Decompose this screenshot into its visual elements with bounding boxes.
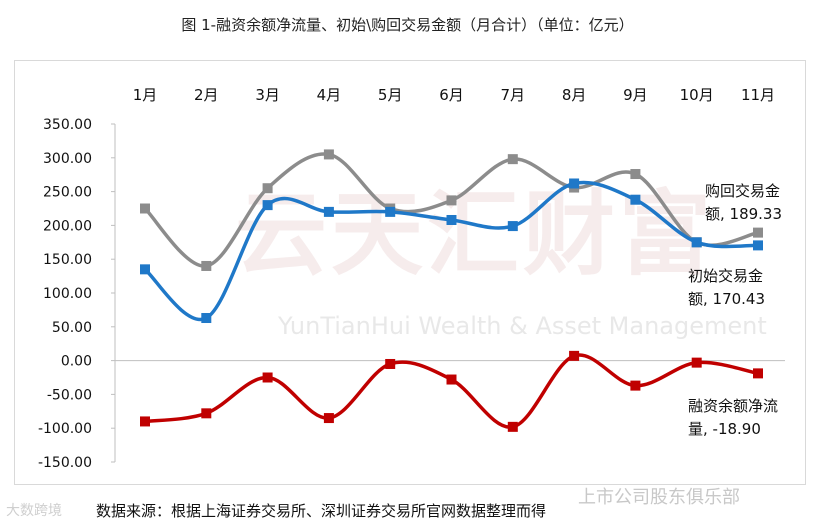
data-point-marker <box>262 200 273 211</box>
data-point-marker <box>446 195 457 206</box>
y-tick-label: -50.00 <box>47 387 92 403</box>
data-point-marker <box>691 357 702 368</box>
source-note: 数据来源：根据上海证券交易所、深圳证券交易所官网数据整理而得 <box>96 502 547 520</box>
y-tick-label: 150.00 <box>43 252 92 268</box>
y-tick-label: 250.00 <box>43 185 92 201</box>
data-point-marker <box>507 221 518 232</box>
y-tick-label: 350.00 <box>43 117 92 133</box>
watermark-bottom-left: 大数跨境 <box>6 503 62 519</box>
x-tick-label: 6月 <box>439 86 464 104</box>
chart-frame <box>14 60 806 485</box>
data-point-marker <box>201 408 212 419</box>
y-tick-label: -150.00 <box>38 455 92 471</box>
y-tick-label: 100.00 <box>43 286 92 302</box>
data-point-marker <box>446 374 457 385</box>
data-point-marker <box>140 203 150 214</box>
y-tick-label: 300.00 <box>43 151 92 167</box>
data-point-marker <box>507 421 518 432</box>
annotation-netflow: 融资余额净流 量, -18.90 <box>688 395 778 441</box>
data-point-marker <box>323 206 334 217</box>
annotation-buyback-line2: 额, 189.33 <box>705 205 783 223</box>
annotation-initial: 初始交易金 额, 170.43 <box>688 265 765 311</box>
x-tick-label: 3月 <box>255 86 280 104</box>
x-tick-label: 10月 <box>680 86 714 104</box>
data-point-marker <box>691 237 702 248</box>
data-point-marker <box>630 380 641 391</box>
watermark-bottom-right: 上市公司股东俱乐部 <box>578 487 740 508</box>
x-tick-label: 7月 <box>501 86 526 104</box>
data-point-marker <box>753 227 763 238</box>
data-point-marker <box>569 350 580 361</box>
data-point-marker <box>753 368 763 379</box>
y-tick-label: -100.00 <box>38 421 92 437</box>
annotation-initial-line2: 额, 170.43 <box>688 290 766 308</box>
data-point-marker <box>140 416 150 427</box>
annotation-initial-line1: 初始交易金 <box>688 267 764 285</box>
data-point-marker <box>323 149 334 160</box>
y-tick-label: 0.00 <box>61 354 92 370</box>
y-tick-label: 50.00 <box>52 320 92 336</box>
data-point-marker <box>630 169 641 180</box>
x-tick-label: 2月 <box>194 86 219 104</box>
data-point-marker <box>569 178 580 189</box>
x-tick-label: 9月 <box>623 86 648 104</box>
data-point-marker <box>323 413 334 424</box>
data-point-marker <box>385 358 396 369</box>
data-point-marker <box>630 194 641 205</box>
annotation-buyback-line1: 购回交易金 <box>705 182 781 200</box>
data-point-marker <box>446 214 457 225</box>
x-tick-label: 8月 <box>562 86 587 104</box>
annotation-buyback: 购回交易金 额, 189.33 <box>705 180 782 226</box>
data-point-marker <box>140 264 150 275</box>
chart-title: 图 1-融资余额净流量、初始\购回交易金额（月合计）（单位：亿元） <box>181 16 634 34</box>
data-point-marker <box>201 260 212 271</box>
data-point-marker <box>201 313 212 324</box>
series-line-1 <box>143 152 759 268</box>
y-tick-label: 200.00 <box>43 218 92 234</box>
data-point-marker <box>262 372 273 383</box>
x-tick-label: 1月 <box>133 86 158 104</box>
data-point-marker <box>507 154 518 165</box>
annotation-netflow-line1: 融资余额净流 <box>688 397 779 415</box>
data-point-marker <box>753 240 763 251</box>
series-line-3 <box>144 353 759 429</box>
x-tick-label: 11月 <box>741 86 775 104</box>
data-point-marker <box>385 206 396 217</box>
watermark-center-en: YunTianHui Wealth & Asset Management <box>278 312 767 340</box>
annotation-netflow-line2: 量, -18.90 <box>688 420 761 438</box>
data-point-marker <box>262 183 273 194</box>
x-tick-label: 5月 <box>378 86 403 104</box>
x-tick-label: 4月 <box>317 86 342 104</box>
